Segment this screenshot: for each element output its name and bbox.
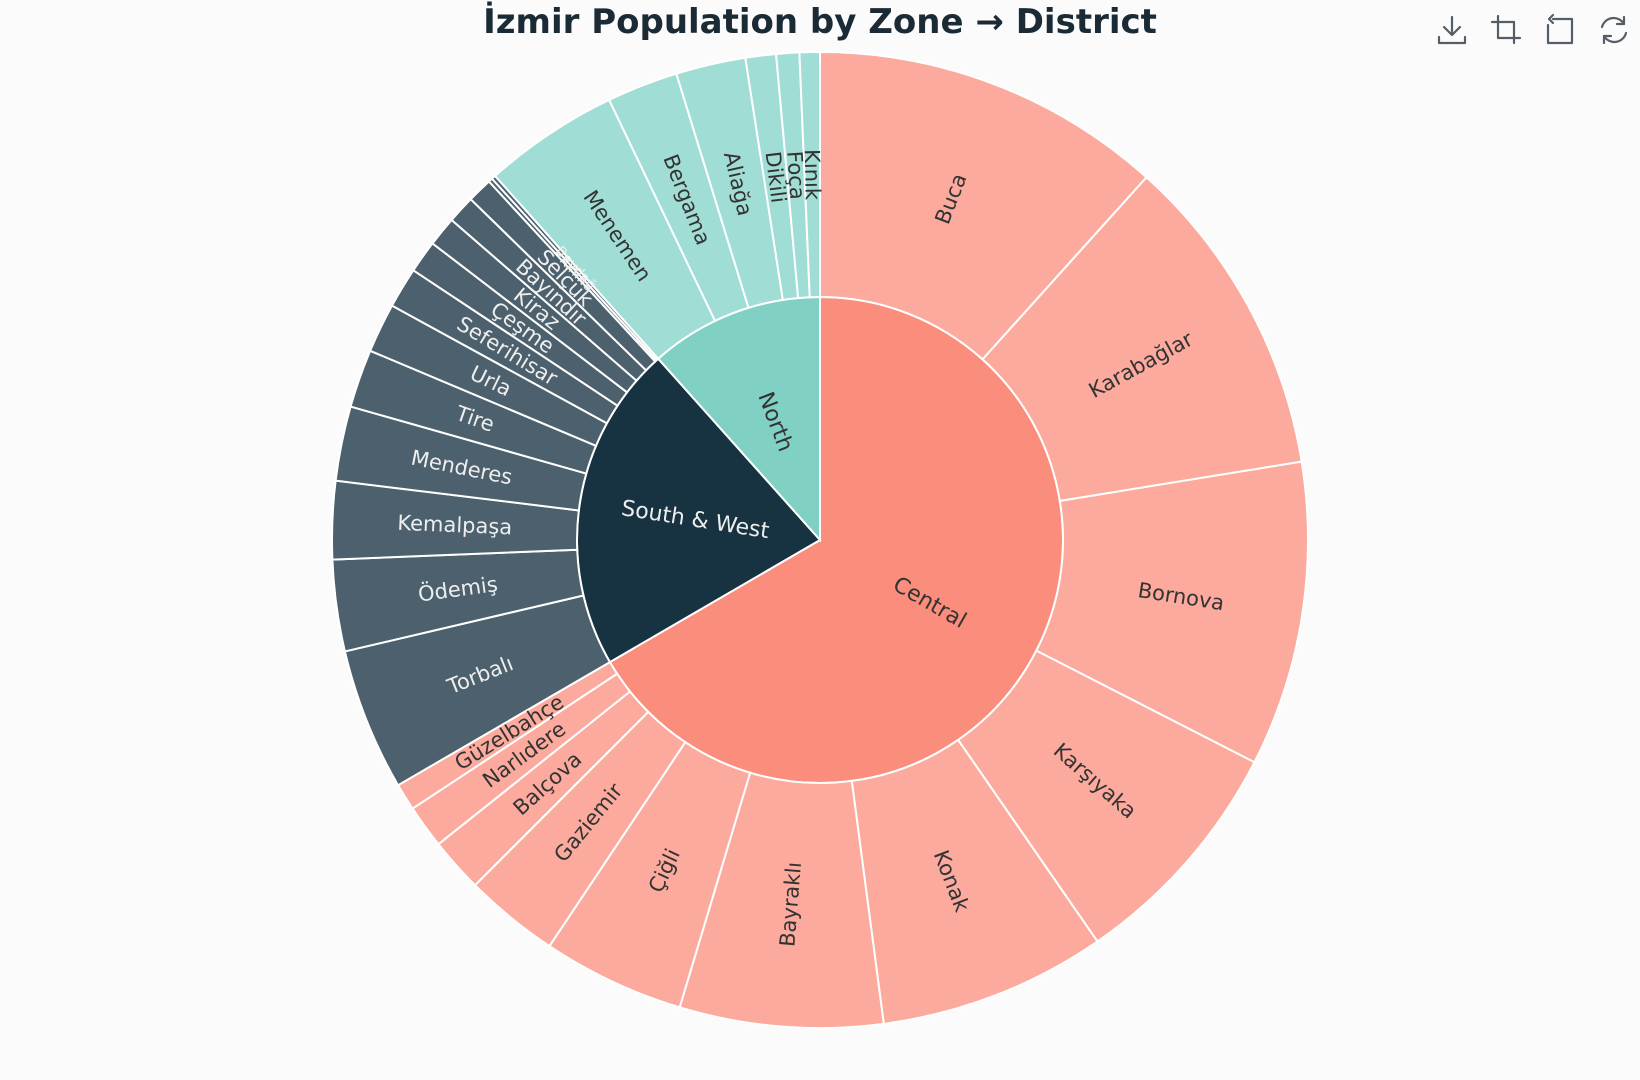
data-zoom-button[interactable] [1488, 12, 1524, 48]
save-image-icon [1437, 15, 1467, 45]
district-label-kemalpasa: Kemalpaşa [397, 511, 513, 540]
toolbox [1434, 12, 1632, 48]
zoom-reset-icon [1546, 13, 1574, 45]
district-label-foca: Foça [782, 150, 809, 200]
chart-title: İzmir Population by Zone → District [483, 2, 1157, 42]
district-label-kinik: Kınık [800, 149, 825, 201]
district-segment-kinik[interactable] [798, 50, 821, 299]
restore-icon [1600, 15, 1628, 45]
segments [331, 50, 1309, 1029]
district-segment-buca[interactable] [819, 50, 1148, 361]
data-zoom-icon [1490, 14, 1522, 45]
save-image-button[interactable] [1434, 12, 1470, 48]
district-segment-bornova[interactable] [1034, 460, 1309, 764]
district-segment-karabaglar[interactable] [981, 175, 1303, 503]
restore-button[interactable] [1596, 12, 1632, 48]
zoom-reset-button[interactable] [1542, 12, 1578, 48]
